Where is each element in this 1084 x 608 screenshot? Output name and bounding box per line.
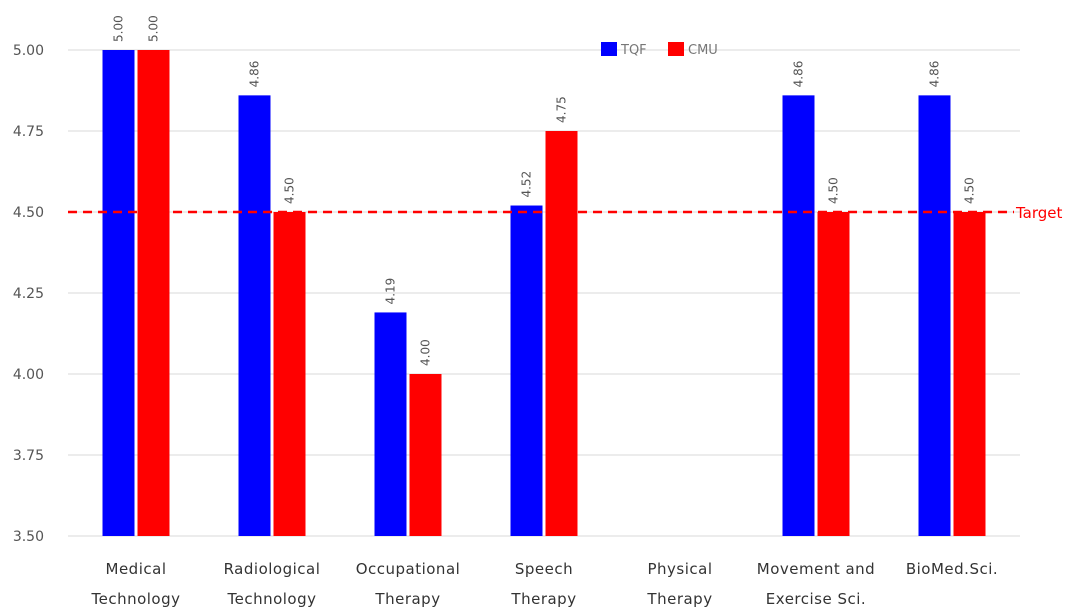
y-tick-label: 4.25 bbox=[13, 286, 44, 302]
bar-tqf bbox=[918, 95, 951, 537]
data-label: 4.52 bbox=[520, 171, 534, 198]
x-tick-label: Occupational bbox=[356, 560, 461, 578]
legend-swatch-tqf bbox=[601, 42, 617, 56]
x-tick-label: Therapy bbox=[374, 590, 440, 608]
data-label: 4.86 bbox=[248, 61, 262, 88]
x-tick-label: Speech bbox=[515, 560, 573, 578]
data-label: 4.50 bbox=[963, 177, 977, 204]
bar-cmu bbox=[953, 212, 986, 536]
legend-swatch-cmu bbox=[668, 42, 684, 56]
bar-cmu bbox=[273, 212, 306, 536]
x-tick-label: Medical bbox=[106, 560, 167, 578]
data-label: 4.00 bbox=[419, 339, 433, 366]
data-label: 4.50 bbox=[283, 177, 297, 204]
data-label: 4.50 bbox=[827, 177, 841, 204]
x-tick-label: Radiological bbox=[224, 560, 321, 578]
x-tick-label: BioMed.Sci. bbox=[906, 560, 998, 578]
target-label: Target bbox=[1015, 204, 1063, 222]
x-tick-label: Therapy bbox=[646, 590, 712, 608]
data-label: 5.00 bbox=[147, 15, 161, 42]
y-tick-label: 4.50 bbox=[13, 205, 44, 221]
y-tick-label: 4.00 bbox=[13, 367, 44, 383]
bar-cmu bbox=[409, 374, 442, 536]
bar-tqf bbox=[374, 312, 407, 536]
y-tick-label: 3.75 bbox=[13, 448, 44, 464]
data-label: 4.19 bbox=[384, 278, 398, 305]
y-tick-label: 4.75 bbox=[13, 124, 44, 140]
bar-cmu bbox=[545, 131, 578, 536]
x-tick-label: Technology bbox=[90, 590, 180, 608]
bar-cmu bbox=[137, 50, 170, 536]
bar-tqf bbox=[238, 95, 271, 537]
y-tick-label: 3.50 bbox=[13, 529, 44, 545]
legend-label-tqf: TQF bbox=[620, 43, 647, 58]
legend-label-cmu: CMU bbox=[688, 43, 718, 58]
x-tick-label: Therapy bbox=[510, 590, 576, 608]
bar-tqf bbox=[102, 50, 135, 536]
y-tick-label: 5.00 bbox=[13, 43, 44, 59]
x-tick-label: Exercise Sci. bbox=[766, 590, 866, 608]
data-label: 4.86 bbox=[792, 61, 806, 88]
bar-cmu bbox=[817, 212, 850, 536]
bar-tqf bbox=[782, 95, 815, 537]
x-tick-label: Technology bbox=[226, 590, 316, 608]
data-label: 5.00 bbox=[112, 15, 126, 42]
x-tick-label: Movement and bbox=[757, 560, 875, 578]
bar-tqf bbox=[510, 205, 543, 536]
x-tick-label: Physical bbox=[647, 560, 712, 578]
data-label: 4.86 bbox=[928, 61, 942, 88]
data-label: 4.75 bbox=[555, 96, 569, 123]
